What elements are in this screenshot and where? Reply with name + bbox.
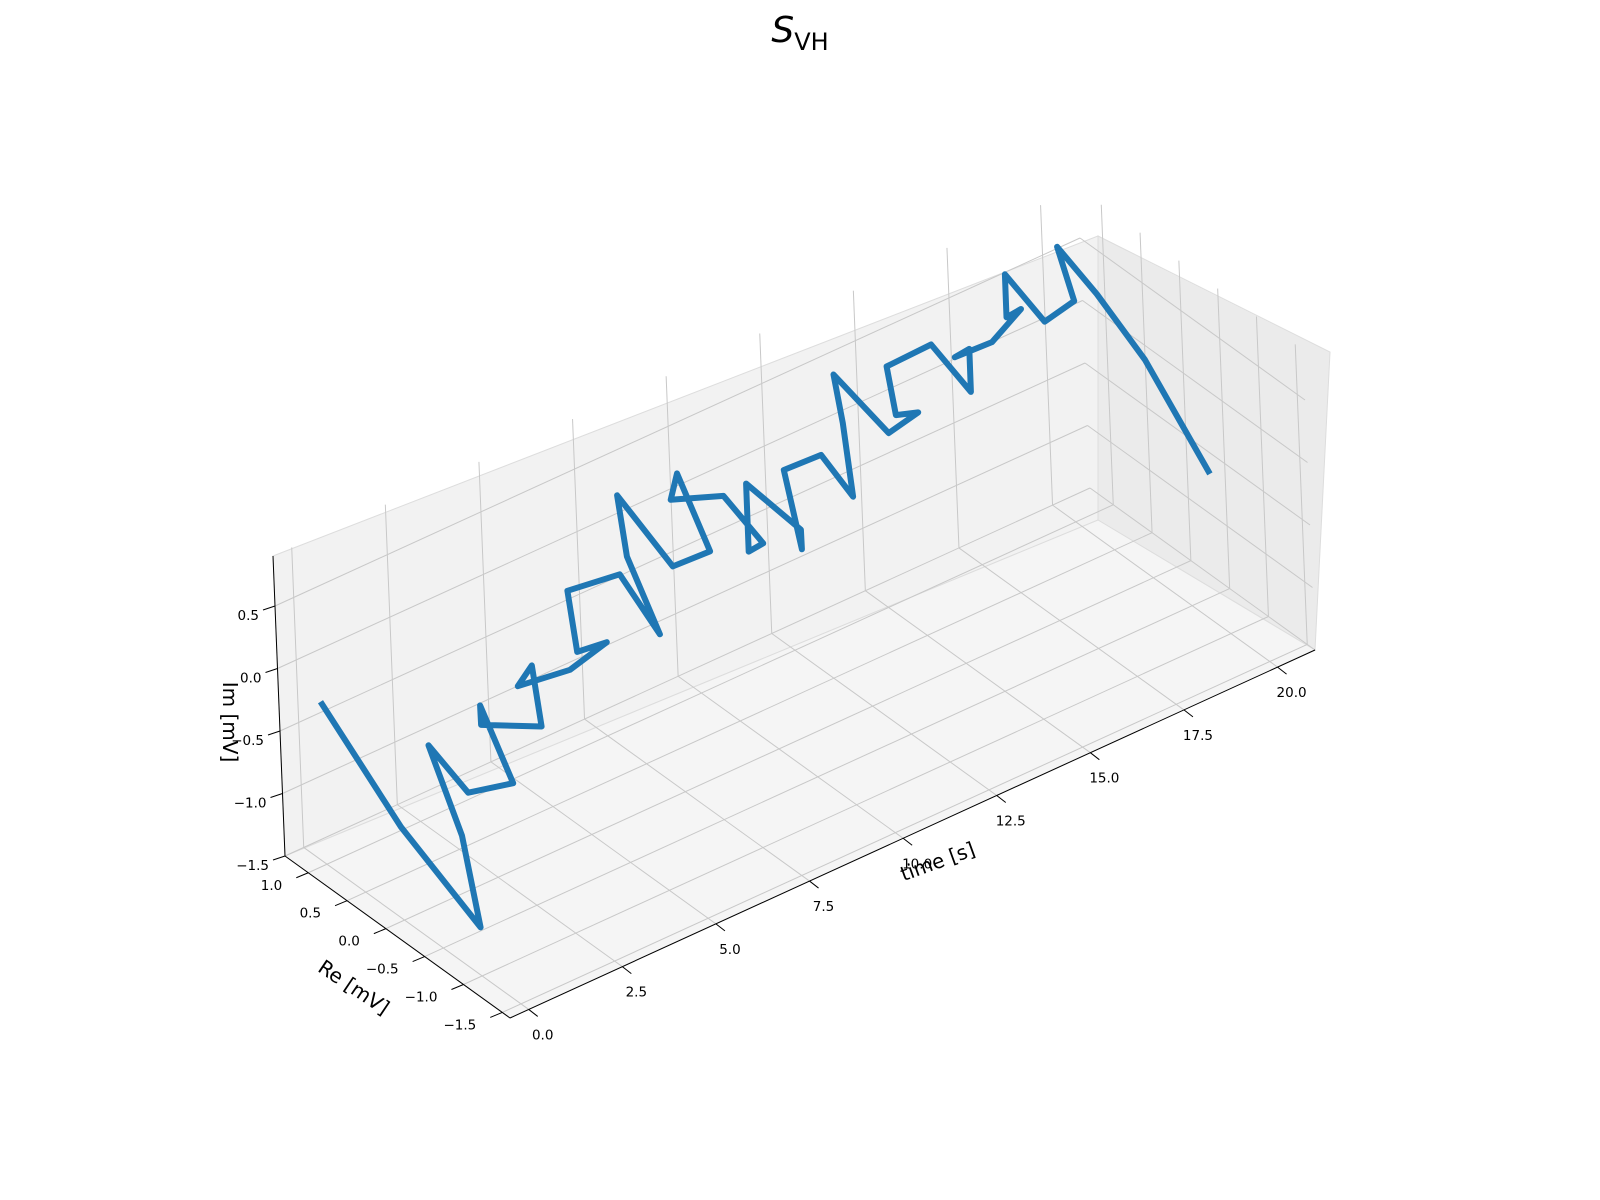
y-tick-2 [373, 928, 387, 935]
grid-lines [274, 204, 1316, 1013]
x-tick-label-3: 7.5 [813, 899, 834, 915]
chart-title: SVH [771, 10, 828, 56]
grid-line-x-floor-3 [584, 718, 810, 882]
y-tick-label-3: −0.5 [366, 962, 399, 978]
grid-line-z-right-0 [1079, 237, 1306, 401]
x-axis-line [509, 649, 1316, 1019]
x-tick-label-8: 20.0 [1277, 685, 1307, 701]
z-axis-label: Im [mV] [218, 682, 242, 763]
z-tick-0 [262, 605, 276, 611]
x-tick-label-4: 10.0 [902, 856, 932, 872]
grid-line-z-right-2 [1084, 362, 1311, 526]
grid-line-x-floor-4 [677, 675, 904, 839]
grid-line-x-floor-8 [1052, 504, 1278, 668]
x-tick-5 [996, 795, 1007, 803]
y-tick-label-4: −1.0 [405, 989, 438, 1005]
y-tick-label-2: 0.0 [338, 934, 359, 950]
x-tick-1 [622, 966, 632, 975]
grid-line-x-floor-5 [771, 633, 998, 796]
x-tick-3 [809, 880, 819, 889]
x-tick-label-0: 0.0 [532, 1027, 553, 1043]
y-tick-3 [412, 956, 425, 963]
grid-line-y-floor-1 [346, 532, 1153, 902]
grid-line-y-floor-4 [463, 616, 1269, 985]
y-tick-0 [296, 872, 309, 879]
x-tick-0 [528, 1009, 539, 1017]
y-tick-label-1: 0.5 [300, 906, 321, 922]
grid-line-x-floor-6 [865, 590, 1091, 754]
z-tick-2 [267, 730, 281, 736]
x-tick-label-7: 17.5 [1183, 728, 1213, 744]
z-tick-label-0: 0.5 [238, 608, 259, 624]
grid-line-x-floor-7 [958, 547, 1185, 711]
x-tick-6 [1090, 752, 1100, 761]
z-tick-1 [265, 668, 278, 673]
grid-line-y-floor-3 [424, 588, 1230, 958]
z-tick-label-3: −1.0 [234, 796, 267, 812]
series-lines [317, 243, 1213, 931]
grid-line-x-floor-0 [303, 847, 530, 1010]
grid-line-x-floor-1 [397, 804, 623, 968]
grid-line-y-floor-2 [385, 560, 1192, 930]
x-tick-2 [715, 923, 726, 932]
x-tick-8 [1277, 666, 1287, 675]
chart-title-subscript: VH [794, 28, 828, 56]
grid-line-z-right-3 [1087, 425, 1313, 588]
x-tick-label-1: 2.5 [626, 985, 647, 1001]
x-tick-4 [902, 837, 913, 846]
x-tick-label-2: 5.0 [719, 942, 740, 958]
z-tick-4 [272, 855, 286, 861]
grid-line-z-back-3 [282, 425, 1088, 794]
z-tick-label-4: −1.5 [236, 858, 269, 874]
y-tick-1 [334, 900, 348, 907]
y-axis-line [284, 855, 511, 1019]
grid-line-z-back-2 [279, 362, 1086, 732]
tick-marks: 0.0 2.5 5.0 7.5 10.0 12.5 15.0 17.5 20.0 1.0 0.5 0.… [231, 605, 1307, 1043]
y-tick-4 [451, 984, 464, 990]
y-tick-label-5: −1.5 [443, 1017, 476, 1033]
grid-line-y-floor-0 [308, 504, 1114, 874]
grid-line-x-floor-2 [490, 761, 717, 925]
z-tick-3 [270, 793, 283, 798]
z-tick-label-1: 0.0 [240, 671, 261, 687]
series-line-0 [317, 243, 1213, 931]
chart-title-main: S [771, 10, 794, 51]
grid-line-z-back-0 [274, 237, 1081, 607]
x-tick-7 [1183, 709, 1194, 718]
grid-line-y-floor-5 [502, 643, 1308, 1013]
x-axis-label: time [s] [897, 837, 978, 886]
z-tick-label-2: −0.5 [231, 733, 264, 749]
x-tick-label-6: 15.0 [1089, 771, 1119, 787]
grid-line-z-back-4 [284, 487, 1091, 857]
grid-line-z-right-4 [1089, 487, 1316, 651]
y-tick-label-0: 1.0 [261, 878, 282, 894]
x-tick-label-5: 12.5 [996, 813, 1026, 829]
y-tick-5 [490, 1011, 503, 1018]
